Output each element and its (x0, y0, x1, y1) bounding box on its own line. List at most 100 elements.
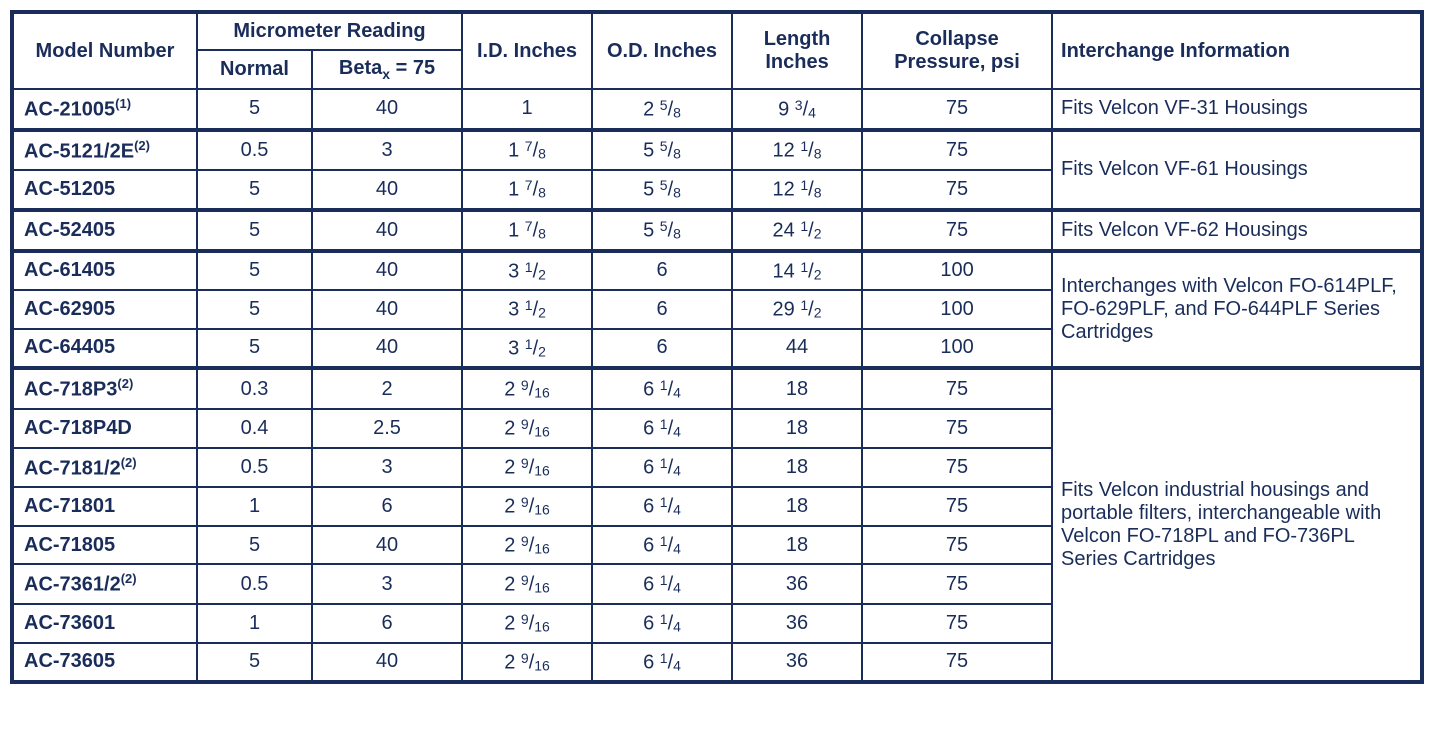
id-cell: 2 9/16 (462, 643, 592, 683)
beta-cell: 3 (312, 448, 462, 488)
collapse-cell: 75 (862, 487, 1052, 526)
length-cell: 18 (732, 487, 862, 526)
od-cell: 6 (592, 251, 732, 291)
id-cell: 2 9/16 (462, 368, 592, 409)
beta-cell: 40 (312, 329, 462, 369)
normal-cell: 5 (197, 643, 312, 683)
normal-cell: 0.5 (197, 448, 312, 488)
normal-cell: 5 (197, 210, 312, 251)
length-cell: 36 (732, 604, 862, 643)
model-cell: AC-73601 (12, 604, 197, 643)
length-cell: 12 1/8 (732, 170, 862, 210)
normal-cell: 0.5 (197, 130, 312, 171)
collapse-cell: 100 (862, 290, 1052, 329)
header-interchange: Interchange Information (1052, 12, 1422, 89)
beta-cell: 40 (312, 210, 462, 251)
collapse-cell: 75 (862, 130, 1052, 171)
id-cell: 3 1/2 (462, 290, 592, 329)
model-cell: AC-7361/2(2) (12, 564, 197, 604)
od-cell: 5 5/8 (592, 210, 732, 251)
beta-cell: 40 (312, 170, 462, 210)
model-cell: AC-64405 (12, 329, 197, 369)
length-cell: 14 1/2 (732, 251, 862, 291)
od-cell: 6 1/4 (592, 643, 732, 683)
beta-cell: 40 (312, 526, 462, 565)
beta-cell: 40 (312, 290, 462, 329)
length-cell: 12 1/8 (732, 130, 862, 171)
table-row: AC-5121/2E(2)0.531 7/85 5/812 1/875Fits … (12, 130, 1422, 171)
length-cell: 36 (732, 643, 862, 683)
beta-cell: 40 (312, 643, 462, 683)
id-cell: 2 9/16 (462, 564, 592, 604)
od-cell: 2 5/8 (592, 89, 732, 130)
header-normal: Normal (197, 50, 312, 89)
model-cell: AC-71801 (12, 487, 197, 526)
length-cell: 18 (732, 448, 862, 488)
length-cell: 24 1/2 (732, 210, 862, 251)
interchange-cell: Fits Velcon industrial housings and port… (1052, 368, 1422, 682)
model-cell: AC-21005(1) (12, 89, 197, 130)
header-id: I.D. Inches (462, 12, 592, 89)
model-cell: AC-5121/2E(2) (12, 130, 197, 171)
od-cell: 6 1/4 (592, 448, 732, 488)
interchange-cell: Fits Velcon VF-31 Housings (1052, 89, 1422, 130)
id-cell: 2 9/16 (462, 487, 592, 526)
collapse-cell: 75 (862, 526, 1052, 565)
normal-cell: 5 (197, 251, 312, 291)
beta-cell: 2.5 (312, 409, 462, 448)
collapse-cell: 75 (862, 643, 1052, 683)
header-length: Length Inches (732, 12, 862, 89)
od-cell: 5 5/8 (592, 170, 732, 210)
length-cell: 18 (732, 368, 862, 409)
model-cell: AC-62905 (12, 290, 197, 329)
beta-cell: 6 (312, 487, 462, 526)
beta-cell: 6 (312, 604, 462, 643)
model-cell: AC-52405 (12, 210, 197, 251)
table-row: AC-718P3(2)0.322 9/166 1/41875Fits Velco… (12, 368, 1422, 409)
beta-cell: 40 (312, 251, 462, 291)
length-cell: 44 (732, 329, 862, 369)
collapse-cell: 75 (862, 210, 1052, 251)
header-beta: Betax = 75 (312, 50, 462, 89)
id-cell: 2 9/16 (462, 526, 592, 565)
model-cell: AC-7181/2(2) (12, 448, 197, 488)
collapse-cell: 75 (862, 604, 1052, 643)
model-cell: AC-718P4D (12, 409, 197, 448)
model-cell: AC-51205 (12, 170, 197, 210)
normal-cell: 5 (197, 170, 312, 210)
od-cell: 6 (592, 290, 732, 329)
id-cell: 2 9/16 (462, 409, 592, 448)
normal-cell: 5 (197, 89, 312, 130)
model-cell: AC-61405 (12, 251, 197, 291)
table-row: AC-524055401 7/85 5/824 1/275Fits Velcon… (12, 210, 1422, 251)
od-cell: 6 1/4 (592, 526, 732, 565)
normal-cell: 0.4 (197, 409, 312, 448)
length-cell: 18 (732, 409, 862, 448)
id-cell: 3 1/2 (462, 251, 592, 291)
table-row: AC-614055403 1/2614 1/2100Interchanges w… (12, 251, 1422, 291)
table-body: AC-21005(1)54012 5/89 3/475Fits Velcon V… (12, 89, 1422, 682)
header-micrometer: Micrometer Reading (197, 12, 462, 50)
length-cell: 18 (732, 526, 862, 565)
table-row: AC-21005(1)54012 5/89 3/475Fits Velcon V… (12, 89, 1422, 130)
collapse-cell: 75 (862, 170, 1052, 210)
beta-cell: 40 (312, 89, 462, 130)
id-cell: 1 (462, 89, 592, 130)
collapse-cell: 75 (862, 564, 1052, 604)
collapse-cell: 75 (862, 89, 1052, 130)
normal-cell: 1 (197, 487, 312, 526)
spec-table: Model Number Micrometer Reading I.D. Inc… (10, 10, 1424, 684)
normal-cell: 5 (197, 329, 312, 369)
interchange-cell: Fits Velcon VF-62 Housings (1052, 210, 1422, 251)
header-model: Model Number (12, 12, 197, 89)
od-cell: 6 (592, 329, 732, 369)
collapse-cell: 75 (862, 448, 1052, 488)
collapse-cell: 75 (862, 368, 1052, 409)
od-cell: 6 1/4 (592, 487, 732, 526)
id-cell: 1 7/8 (462, 210, 592, 251)
collapse-cell: 100 (862, 251, 1052, 291)
id-cell: 3 1/2 (462, 329, 592, 369)
model-cell: AC-73605 (12, 643, 197, 683)
od-cell: 6 1/4 (592, 368, 732, 409)
length-cell: 36 (732, 564, 862, 604)
